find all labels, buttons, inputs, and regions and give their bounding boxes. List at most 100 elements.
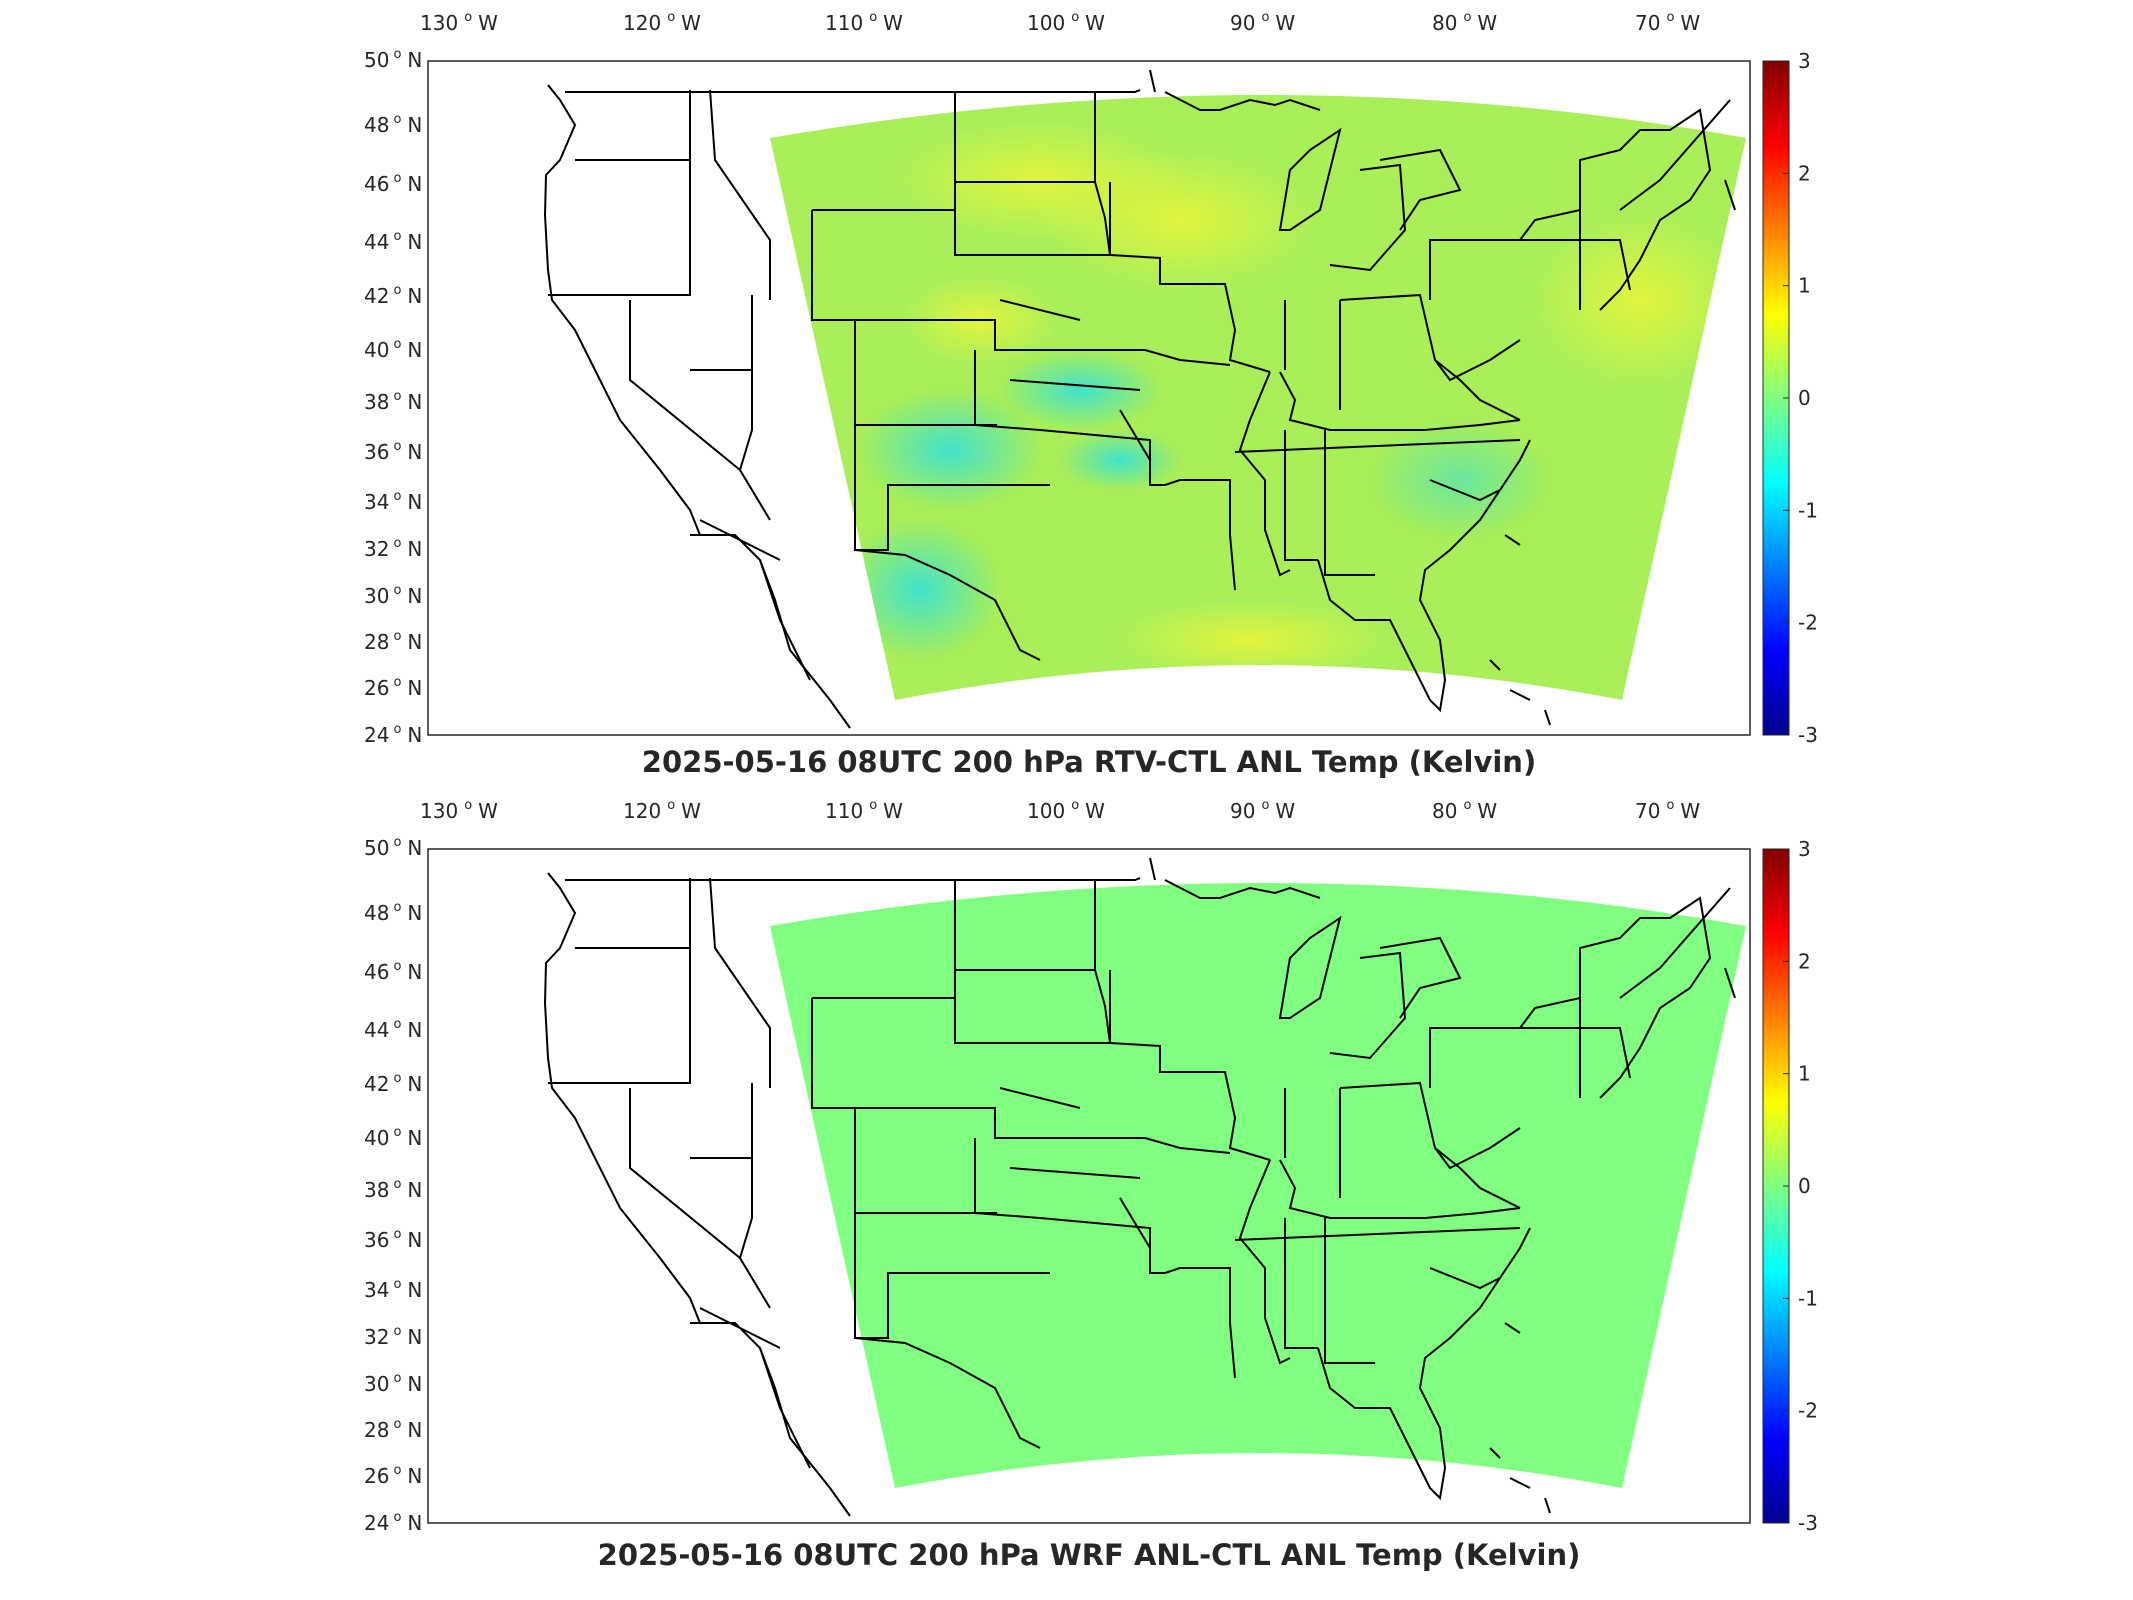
boundary-line	[855, 319, 1145, 351]
boundary-line	[1279, 1159, 1521, 1219]
state-boundaries-wrf	[543, 857, 1736, 1517]
boundary-line	[811, 998, 855, 1109]
boundary-line	[1724, 179, 1736, 211]
lat-label: 44 o N	[364, 229, 422, 254]
map-panel-wrf: 130 o W 120 o W 110 o W 100 o W 90 o W 80 o W 70 o W 50 o N 48 o…	[0, 790, 2133, 1600]
lat-label: 26 o N	[364, 1463, 422, 1488]
boundary-line	[1579, 896, 1712, 1099]
colorbar-ticks-wrf: 3 2 1 0 -1 -2 -3	[1783, 837, 1818, 1535]
boundary-line	[1339, 293, 1521, 382]
boundary-line	[1119, 1197, 1151, 1249]
lat-label: 30 o N	[364, 583, 422, 608]
lon-label: 70 o W	[1635, 798, 1700, 823]
boundary-line	[1149, 69, 1156, 93]
boundary-line	[1379, 936, 1462, 1019]
lon-label: 90 o W	[1230, 798, 1295, 823]
boundary-line	[855, 1107, 1145, 1139]
boundary-line	[1579, 108, 1712, 311]
boundary-line	[1429, 208, 1581, 310]
lat-label: 36 o N	[364, 439, 422, 464]
lon-label: 110 o W	[825, 10, 903, 35]
state-boundaries-rtv	[543, 69, 1736, 729]
lat-label: 34 o N	[364, 489, 422, 514]
lon-label: 130 o W	[420, 10, 498, 35]
boundary-line	[1324, 430, 1375, 576]
colorbar-tick-label: 0	[1798, 386, 1811, 410]
boundary-line	[1329, 163, 1407, 272]
boundary-line	[699, 519, 781, 561]
boundary-line	[954, 880, 1096, 971]
boundary-line	[954, 970, 1111, 1044]
colorbar-tick-label: 1	[1798, 274, 1811, 298]
colorbar-tick-label: -1	[1798, 498, 1818, 522]
lat-label: 40 o N	[364, 1125, 422, 1150]
boundary-line	[543, 84, 701, 536]
boundary-line	[565, 877, 1141, 881]
boundary-line	[974, 424, 1165, 486]
boundary-line	[1429, 1267, 1501, 1290]
boundary-line	[1429, 996, 1581, 1098]
lon-label: 130 o W	[420, 798, 498, 823]
colorbar-tick-label: -2	[1798, 611, 1818, 635]
colorbar-tick-label: 2	[1798, 161, 1811, 185]
lon-label: 120 o W	[623, 10, 701, 35]
boundary-line	[1580, 239, 1631, 291]
boundary-line	[954, 92, 1096, 183]
boundary-line	[1278, 915, 1342, 1019]
lat-label: 34 o N	[364, 1277, 422, 1302]
boundary-line	[1149, 857, 1156, 881]
boundary-line	[629, 300, 741, 471]
lat-label: 28 o N	[364, 629, 422, 654]
boundary-line	[1434, 359, 1521, 421]
boundary-line	[854, 425, 1050, 551]
colorbar-tick-label: -3	[1798, 1511, 1818, 1535]
boundary-line	[1429, 479, 1501, 502]
boundary-line	[1009, 1167, 1141, 1179]
colorbar-tick-label: 0	[1798, 1174, 1811, 1198]
boundary-line	[543, 872, 701, 1324]
boundary-line	[709, 89, 771, 300]
boundary-line	[1317, 439, 1531, 713]
boundary-line	[1164, 91, 1321, 111]
boundary-line	[974, 1212, 1165, 1274]
boundary-line	[1238, 1159, 1291, 1365]
boundary-line	[1580, 1027, 1631, 1079]
lat-label: 48 o N	[364, 112, 422, 137]
boundary-line	[759, 559, 811, 681]
colorbar-ticks-rtv: 3 2 1 0 -1 -2 -3	[1783, 49, 1818, 747]
lat-label: 50 o N	[364, 835, 422, 860]
boundary-line	[1278, 127, 1342, 231]
boundary-line	[999, 1087, 1081, 1109]
boundary-line	[690, 534, 851, 729]
lon-label: 80 o W	[1432, 10, 1497, 35]
lat-label: 46 o N	[364, 959, 422, 984]
map-figure-rtv: 130 o W 120 o W 110 o W 100 o W 90 o W 80 o W 70 o W 50 o N 48 o…	[364, 10, 1818, 747]
lon-label: 70 o W	[1635, 10, 1700, 35]
lon-labels-rtv: 130 o W 120 o W 110 o W 100 o W 90 o W 80 o W 70 o W	[420, 10, 1700, 35]
boundary-line	[1284, 1218, 1318, 1349]
boundary-line	[1317, 1227, 1531, 1501]
lon-label: 100 o W	[1027, 798, 1105, 823]
colorbar-tick-label: 3	[1798, 837, 1811, 861]
boundary-line	[1009, 379, 1141, 391]
boundary-line	[759, 1347, 811, 1469]
boundary-line	[1119, 409, 1151, 461]
boundary-line	[954, 182, 1111, 256]
boundary-line	[629, 1088, 741, 1259]
boundary-line	[738, 370, 771, 521]
boundary-line	[1324, 1218, 1375, 1364]
boundary-line	[1619, 99, 1731, 211]
boundary-line	[1504, 534, 1521, 546]
boundary-line	[1504, 1322, 1521, 1334]
boundary-line	[1144, 349, 1231, 366]
lat-labels-rtv: 50 o N 48 o N 46 o N 44 o N 42 o N 40 o N 38 o N 36 o N 34 o N 32 o N…	[364, 47, 422, 747]
colorbar-tick-label: -1	[1798, 1286, 1818, 1310]
boundary-line	[1234, 1227, 1521, 1241]
lon-label: 90 o W	[1230, 10, 1295, 35]
colorbar-tick-label: 3	[1798, 49, 1811, 73]
analysis-field-rtv	[770, 95, 1746, 700]
analysis-field-wrf	[770, 883, 1746, 1488]
boundary-line	[854, 549, 1041, 661]
boundary-line	[1094, 969, 1111, 1044]
boundary-line	[1489, 659, 1551, 726]
